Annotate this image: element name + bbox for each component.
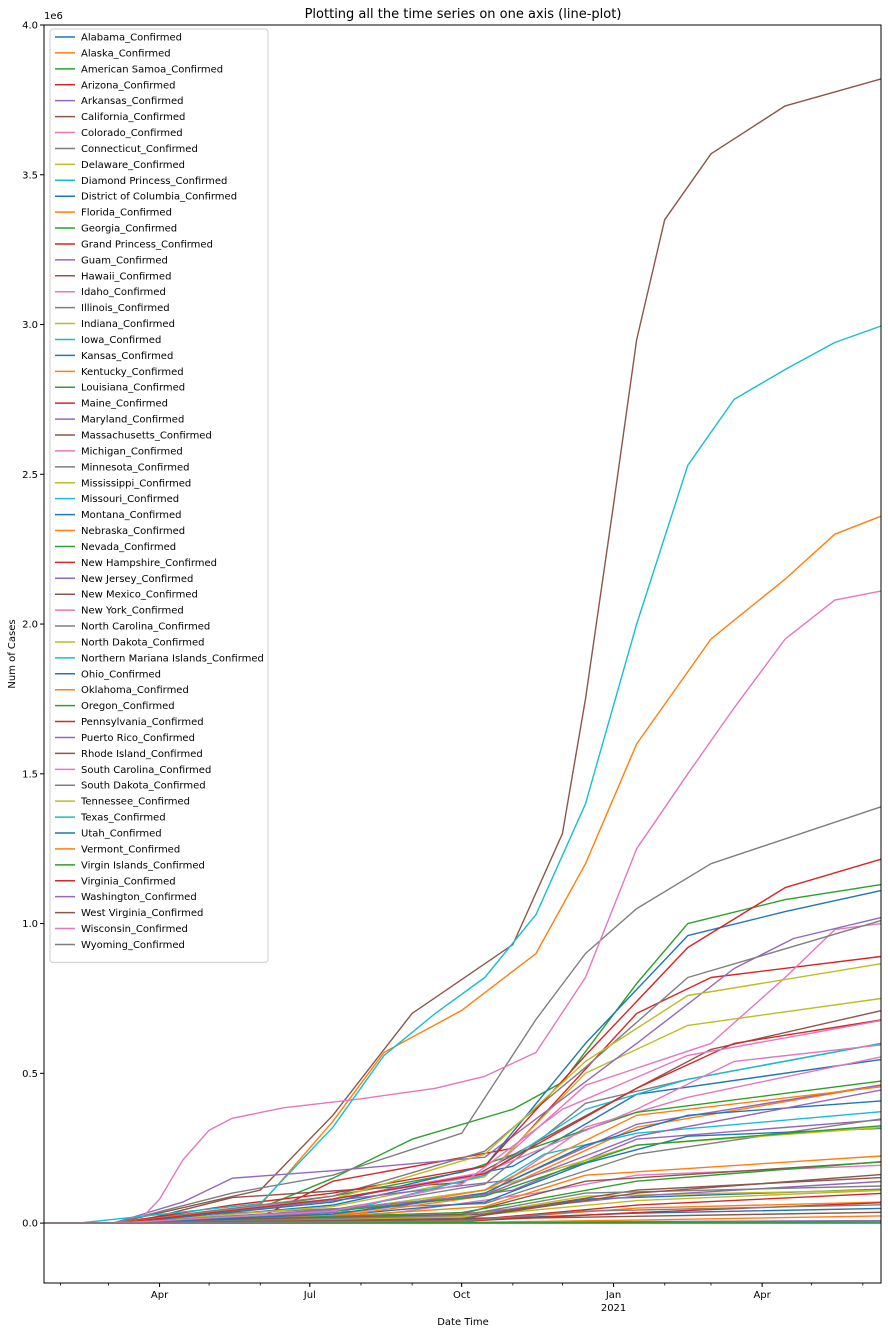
series-line: [44, 922, 882, 1224]
legend-label: Alaska_Confirmed: [81, 48, 171, 59]
legend-label: Alabama_Confirmed: [81, 33, 182, 44]
legend-label: Delaware_Confirmed: [81, 160, 185, 171]
legend-label: Pennsylvania_Confirmed: [81, 717, 204, 728]
legend-label: Florida_Confirmed: [81, 208, 172, 219]
y-tick-label: 2.5: [22, 470, 38, 481]
series-line: [44, 1080, 882, 1224]
y-tick-label: 3.5: [22, 170, 38, 181]
legend-label: Wyoming_Confirmed: [81, 940, 185, 951]
legend-label: Utah_Confirmed: [81, 829, 162, 840]
legend-label: Mississippi_Confirmed: [81, 478, 191, 489]
legend-label: Nevada_Confirmed: [81, 542, 176, 553]
y-tick-label: 3.0: [22, 320, 38, 331]
legend-label: Grand Princess_Confirmed: [81, 239, 213, 250]
series-line: [44, 78, 882, 1224]
y-axis: 0.0 0.5 1.0 1.5 2.0 2.5 3.0 3.5 4.0: [22, 21, 44, 1230]
legend-label: Puerto Rico_Confirmed: [81, 733, 195, 744]
legend-label: North Carolina_Confirmed: [81, 622, 210, 633]
series-line: [44, 889, 882, 1224]
legend-label: American Samoa_Confirmed: [81, 64, 223, 75]
legend-label: Missouri_Confirmed: [81, 494, 179, 505]
legend-label: Illinois_Confirmed: [81, 303, 170, 314]
y-tick-label: 0.5: [22, 1069, 38, 1080]
legend-label: South Dakota_Confirmed: [81, 781, 206, 792]
legend-label: Kansas_Confirmed: [81, 351, 173, 362]
legend-label: California_Confirmed: [81, 112, 185, 123]
legend-label: Guam_Confirmed: [81, 255, 168, 266]
x-tick-label: Jan: [605, 1290, 621, 1301]
legend-label: Massachusetts_Confirmed: [81, 431, 212, 442]
plot-frame: [43, 24, 882, 1284]
legend-label: South Carolina_Confirmed: [81, 765, 211, 776]
legend-label: Georgia_Confirmed: [81, 224, 177, 235]
legend-label: North Dakota_Confirmed: [81, 637, 205, 648]
legend-box: [49, 28, 269, 963]
legend-label: West Virginia_Confirmed: [81, 908, 203, 919]
series-line: [44, 590, 882, 1224]
legend-label: Arkansas_Confirmed: [81, 96, 184, 107]
legend-label: Virginia_Confirmed: [81, 876, 176, 887]
chart-title: Plotting all the time series on one axis…: [305, 7, 622, 22]
legend: Alabama_Confirmed Alaska_Confirmed America…: [49, 28, 269, 963]
x-axis: Apr Jul Oct Jan Apr 2021: [60, 1283, 864, 1314]
legend-label: Maine_Confirmed: [81, 399, 168, 410]
legend-label: Hawaii_Confirmed: [81, 271, 171, 282]
legend-label: Diamond Princess_Confirmed: [81, 176, 227, 187]
y-tick-label: 4.0: [22, 21, 38, 32]
series-lines: [43, 78, 882, 1224]
legend-label: Virgin Islands_Confirmed: [81, 860, 205, 871]
x-secondary-label: 2021: [601, 1303, 626, 1314]
legend-label: Vermont_Confirmed: [81, 844, 180, 855]
legend-label: Indiana_Confirmed: [81, 319, 175, 330]
legend-label: Connecticut_Confirmed: [81, 144, 198, 155]
legend-label: Minnesota_Confirmed: [81, 462, 190, 473]
legend-label: Washington_Confirmed: [81, 892, 197, 903]
legend-label: Oklahoma_Confirmed: [81, 685, 189, 696]
legend-label: Montana_Confirmed: [81, 510, 182, 521]
y-axis-label: Num of Cases: [7, 619, 18, 688]
legend-label: Ohio_Confirmed: [81, 669, 161, 680]
legend-label: New York_Confirmed: [81, 606, 184, 617]
x-tick-label: Apr: [753, 1290, 771, 1301]
series-line: [44, 1084, 882, 1224]
y-tick-label: 2.0: [22, 620, 38, 631]
legend-label: Nebraska_Confirmed: [81, 526, 185, 537]
legend-label: Tennessee_Confirmed: [80, 797, 190, 808]
legend-label: Colorado_Confirmed: [81, 128, 183, 139]
legend-label: Maryland_Confirmed: [81, 415, 184, 426]
legend-label: Michigan_Confirmed: [81, 446, 183, 457]
legend-label: New Hampshire_Confirmed: [81, 558, 217, 569]
legend-label: Louisiana_Confirmed: [81, 383, 185, 394]
legend-label: Texas_Confirmed: [80, 813, 166, 824]
legend-label: New Jersey_Confirmed: [81, 574, 193, 585]
legend-label: Oregon_Confirmed: [81, 701, 175, 712]
y-axis-offset-text: 1e6: [44, 11, 63, 22]
legend-label: Wisconsin_Confirmed: [81, 924, 188, 935]
x-tick-label: Apr: [151, 1290, 169, 1301]
legend-label: New Mexico_Confirmed: [81, 590, 198, 601]
x-axis-label: Date Time: [437, 1317, 489, 1328]
y-tick-label: 1.5: [22, 769, 38, 780]
x-tick-label: Jul: [303, 1290, 316, 1301]
y-tick-label: 1.0: [22, 919, 38, 930]
series-line: [44, 1084, 882, 1224]
legend-label: Kentucky_Confirmed: [81, 367, 184, 378]
legend-label: Arizona_Confirmed: [81, 80, 175, 91]
legend-label: District of Columbia_Confirmed: [81, 192, 237, 203]
legend-label: Iowa_Confirmed: [81, 335, 161, 346]
y-tick-label: 0.0: [22, 1219, 38, 1230]
legend-label: Idaho_Confirmed: [81, 287, 166, 298]
legend-label: Northern Mariana Islands_Confirmed: [81, 653, 264, 664]
legend-label: Rhode Island_Confirmed: [81, 749, 203, 760]
series-line: [44, 806, 882, 1224]
x-tick-label: Oct: [453, 1290, 470, 1301]
series-line: [44, 916, 882, 1224]
series-line: [44, 325, 882, 1224]
series-line: [44, 1204, 882, 1224]
